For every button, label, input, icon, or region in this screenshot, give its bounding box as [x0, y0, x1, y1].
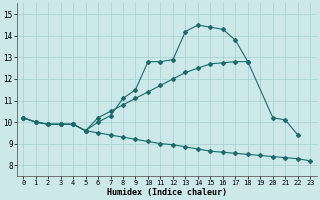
X-axis label: Humidex (Indice chaleur): Humidex (Indice chaleur)	[107, 188, 227, 197]
